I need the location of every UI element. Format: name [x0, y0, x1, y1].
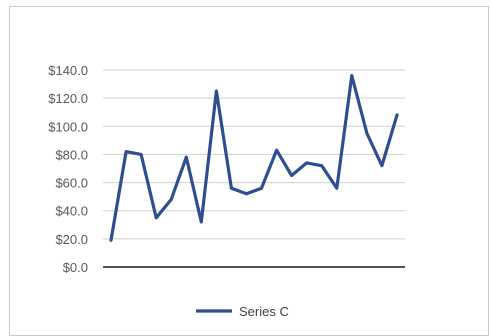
data-point: [290, 174, 293, 177]
y-tick-label: $140.0: [48, 63, 88, 78]
y-tick-label: $100.0: [48, 119, 88, 134]
data-point: [381, 164, 383, 167]
y-tick-label: $40.0: [55, 204, 88, 219]
data-point: [215, 90, 218, 92]
legend: Series C: [196, 304, 289, 319]
data-point: [366, 132, 368, 135]
y-tick-label: $0.0: [63, 260, 88, 275]
data-point: [351, 74, 353, 77]
y-tick-label: $60.0: [55, 176, 88, 191]
data-point: [110, 239, 112, 242]
data-point: [275, 149, 278, 151]
data-point: [200, 221, 203, 223]
y-axis-tick-labels: $0.0 $20.0 $40.0 $60.0 $80.0 $100.0 $120.0 $140…: [48, 63, 88, 275]
line-chart: $0.0 $20.0 $40.0 $60.0 $80.0 $100.0 $120.0 $140…: [48, 63, 405, 319]
y-tick-label: $120.0: [48, 91, 88, 106]
data-point: [396, 114, 398, 116]
gridlines: [103, 69, 405, 240]
y-tick-label: $20.0: [55, 232, 88, 247]
data-point: [336, 187, 338, 189]
data-point: [170, 198, 172, 201]
series-line-series-c: [109, 73, 399, 242]
chart-frame: [9, 6, 489, 336]
data-point: [230, 187, 233, 189]
data-point: [185, 156, 188, 158]
data-point: [140, 153, 142, 156]
data-point: [260, 187, 263, 189]
data-point: [155, 217, 157, 219]
data-point: [125, 150, 127, 153]
data-point: [305, 162, 308, 164]
data-point: [245, 193, 248, 195]
data-point: [320, 164, 323, 167]
series-lines: [109, 73, 399, 242]
y-tick-label: $80.0: [55, 147, 88, 162]
legend-label-series-c: Series C: [239, 304, 289, 319]
